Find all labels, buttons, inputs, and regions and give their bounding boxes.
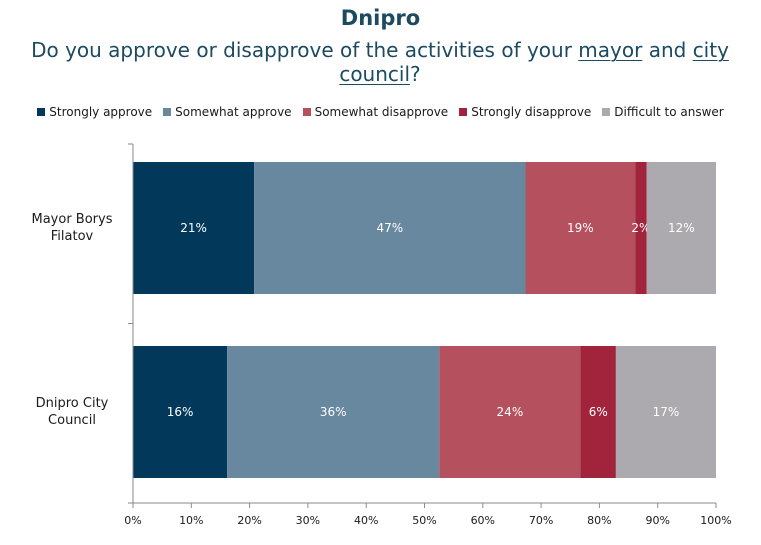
legend-label: Strongly approve (49, 105, 153, 119)
x-tick-label: 0% (124, 514, 141, 527)
x-tick-label: 90% (645, 514, 669, 527)
category-label-line: Dnipro City (35, 396, 109, 411)
subtitle-mayor: mayor (578, 38, 643, 62)
bar-segment (646, 162, 716, 294)
category-label-line: Mayor Borys (31, 212, 113, 227)
category-label: Mayor Borys Filatov (17, 211, 127, 245)
bar-segment (615, 346, 716, 478)
chart-title: Dnipro (340, 6, 421, 30)
x-tick-label: 60% (471, 514, 495, 527)
x-tick-label: 100% (700, 514, 731, 527)
data-label: 36% (320, 405, 347, 419)
legend-swatch (602, 108, 611, 116)
legend-item: Strongly disapprove (459, 105, 591, 119)
data-label: 2% (631, 221, 650, 235)
x-tick-label: 40% (354, 514, 378, 527)
legend-item: Difficult to answer (602, 105, 724, 119)
category-label-line: Council (48, 413, 96, 428)
bar-segment (254, 162, 526, 294)
x-tick-label: 50% (412, 514, 436, 527)
chart-legend: Strongly approve Somewhat approve Somewhat… (0, 105, 761, 119)
bar-segment (580, 346, 616, 478)
data-label: 47% (377, 221, 404, 235)
legend-label: Strongly disapprove (471, 105, 592, 119)
category-label-line: Filatov (50, 229, 94, 244)
data-label: 24% (497, 405, 524, 419)
data-label: 12% (668, 221, 695, 235)
legend-label: Difficult to answer (614, 105, 724, 119)
data-label: 6% (589, 405, 608, 419)
legend-swatch (459, 108, 468, 116)
bar-segment (439, 346, 581, 478)
legend-label: Somewhat approve (175, 105, 292, 119)
subtitle-text-2: and (642, 38, 693, 62)
data-label: 21% (180, 221, 207, 235)
legend-item: Strongly approve (37, 105, 152, 119)
x-tick-label: 20% (237, 514, 261, 527)
x-tick-label: 30% (296, 514, 320, 527)
subtitle-text-3: ? (410, 62, 421, 86)
legend-label: Somewhat disapprove (314, 105, 449, 119)
chart-subtitle: Do you approve or disapprove of the acti… (20, 38, 740, 86)
legend-swatch (302, 108, 311, 116)
data-label: 16% (167, 405, 194, 419)
legend-swatch (163, 108, 172, 116)
data-label: 17% (653, 405, 680, 419)
subtitle-text-1: Do you approve or disapprove of the acti… (31, 38, 579, 62)
x-tick-label: 70% (529, 514, 553, 527)
bar-segment (227, 346, 440, 478)
bar-segment (525, 162, 636, 294)
bar-segment (133, 346, 228, 478)
subtitle-city: city (692, 38, 729, 62)
category-label: Dnipro City Council (17, 395, 127, 429)
bar-segment (635, 162, 647, 294)
x-tick-label: 10% (179, 514, 203, 527)
legend-item: Somewhat disapprove (302, 105, 449, 119)
data-label: 19% (567, 221, 594, 235)
x-tick-label: 80% (587, 514, 611, 527)
legend-item: Somewhat approve (163, 105, 292, 119)
subtitle-council: council (339, 62, 411, 86)
legend-swatch (37, 108, 46, 116)
bar-segment (133, 162, 255, 294)
